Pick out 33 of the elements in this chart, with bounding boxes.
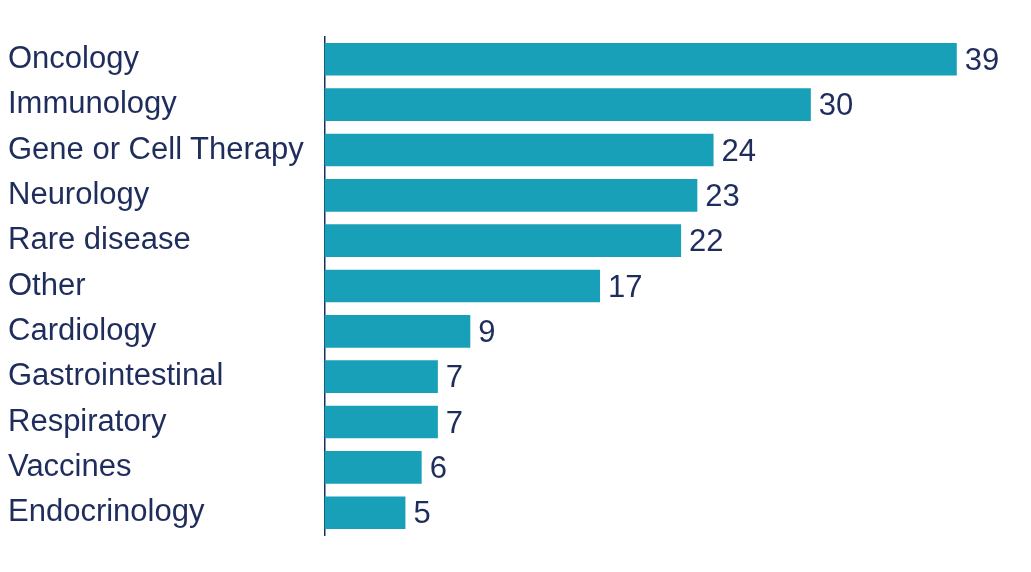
data-label: 7 <box>445 359 464 395</box>
y-tick-label: Rare disease <box>8 221 191 257</box>
bar <box>324 133 714 167</box>
data-label: 7 <box>445 404 464 440</box>
y-tick-label: Other <box>8 266 86 302</box>
data-label: 30 <box>818 87 854 123</box>
bar <box>324 496 406 530</box>
y-tick-label: Vaccines <box>8 447 132 483</box>
data-label: 5 <box>413 495 431 531</box>
bar <box>324 360 438 394</box>
y-tick-label: Gene or Cell Therapy <box>8 130 305 166</box>
y-tick-label: Immunology <box>8 85 178 121</box>
bar <box>324 451 422 484</box>
y-tick-label: Oncology <box>8 39 140 75</box>
bar <box>324 405 438 439</box>
y-tick-label: Gastrointestinal <box>8 357 224 393</box>
y-tick-label: Endocrinology <box>8 493 205 529</box>
data-label: 23 <box>705 177 740 213</box>
bar <box>324 88 811 121</box>
data-label: 9 <box>478 313 496 349</box>
data-label: 39 <box>964 41 1000 77</box>
y-tick-label: Respiratory <box>8 402 167 438</box>
bar <box>324 269 601 303</box>
data-label: 6 <box>429 449 447 485</box>
bar <box>324 315 471 348</box>
data-label: 22 <box>689 223 724 259</box>
y-tick-label: Neurology <box>8 175 150 211</box>
y-tick-label: Cardiology <box>8 311 157 347</box>
data-label: 17 <box>608 268 643 304</box>
bar <box>324 42 957 76</box>
bar <box>324 224 682 257</box>
bar <box>324 178 698 212</box>
data-label: 24 <box>721 132 757 168</box>
